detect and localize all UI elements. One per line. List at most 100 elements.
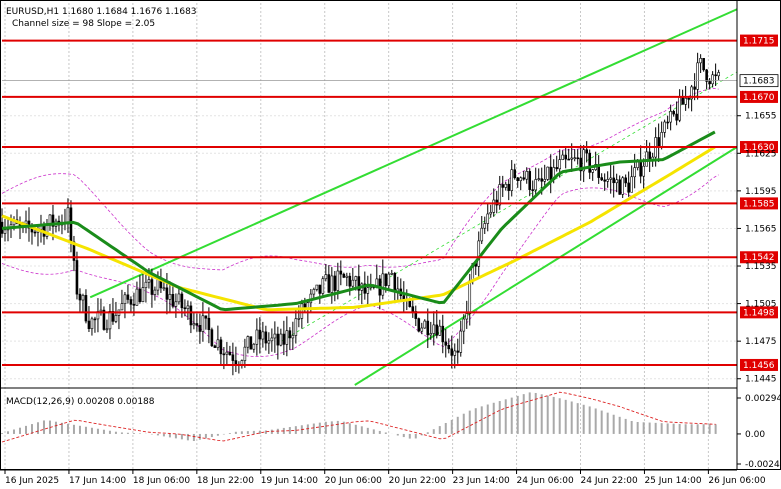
candle-body	[528, 171, 532, 190]
macd-bar	[648, 422, 651, 434]
macd-bar	[642, 422, 645, 434]
macd-bar	[354, 424, 357, 434]
macd-bar	[654, 422, 657, 434]
macd-bar	[318, 422, 321, 434]
macd-bar	[66, 423, 69, 434]
macd-bar	[324, 421, 327, 434]
candle-body	[126, 294, 130, 300]
candle-body	[462, 318, 466, 332]
candle-body	[213, 345, 217, 348]
candle-body	[300, 303, 304, 319]
macd-bar	[30, 424, 33, 434]
macd-bar	[576, 403, 579, 434]
candle-body	[168, 294, 172, 300]
candle-body	[102, 309, 106, 330]
macd-bar	[180, 433, 183, 440]
candle-body	[111, 311, 115, 322]
candle-body	[621, 177, 624, 195]
candle-body	[570, 157, 574, 160]
candle-body	[441, 325, 445, 343]
candle-body	[627, 182, 630, 193]
price-tick-label: 1.1595	[745, 187, 777, 197]
macd-label: MACD(12,26,9) 0.00208 0.00188	[6, 397, 155, 407]
candle-body	[444, 341, 448, 346]
price-tick-label: 1.1475	[745, 337, 777, 347]
macd-bar	[450, 419, 453, 434]
candle-body	[582, 149, 585, 172]
candle-body	[558, 159, 562, 170]
macd-bar	[516, 395, 519, 434]
candle-body	[630, 176, 633, 193]
price-tick-label: 1.1505	[745, 300, 777, 310]
macd-bar	[492, 402, 495, 434]
candle-body	[348, 275, 352, 287]
candle-body	[561, 154, 565, 160]
macd-bar	[666, 423, 669, 434]
macd-bar	[270, 429, 273, 434]
candle-body	[447, 344, 451, 350]
macd-bar	[6, 431, 9, 434]
macd-bar	[258, 430, 261, 434]
candle-body	[540, 178, 544, 182]
level-label: 1.1498	[743, 308, 775, 318]
time-tick-label: 26 Jun 06:00	[708, 476, 765, 486]
candle-body	[504, 183, 508, 188]
macd-bar	[108, 430, 111, 434]
candle-body	[222, 353, 226, 356]
macd-bar	[474, 408, 477, 434]
macd-tick-label: -0.00246	[745, 460, 781, 470]
macd-bar	[216, 433, 219, 436]
candle-body	[366, 287, 370, 294]
channel-mid-line	[281, 71, 738, 342]
candle-body	[606, 179, 609, 182]
macd-bar	[294, 426, 297, 434]
current-price-label: 1.1683	[743, 77, 775, 87]
macd-bar	[240, 431, 243, 434]
macd-bar	[192, 433, 195, 442]
macd-bar	[618, 416, 621, 434]
level-label: 1.1630	[743, 143, 775, 153]
time-tick-label: 24 Jun 22:00	[581, 476, 638, 486]
macd-bar	[582, 404, 585, 434]
candle-body	[588, 152, 591, 173]
candle-body	[66, 207, 70, 224]
level-label: 1.1670	[743, 93, 775, 103]
macd-bar	[60, 422, 63, 434]
candle-body	[318, 284, 322, 294]
candle-body	[516, 177, 520, 182]
moving-averages	[1, 130, 716, 312]
candle-body	[384, 273, 388, 286]
candle-body	[696, 62, 699, 90]
time-tick-label: 24 Jun 06:00	[517, 476, 574, 486]
macd-tick-label: 0.00294	[745, 394, 781, 404]
macd-bar	[678, 423, 681, 434]
macd-bar	[606, 412, 609, 434]
macd-bar	[120, 432, 123, 434]
candle-body	[603, 179, 606, 182]
macd-bar	[204, 433, 207, 439]
macd-bar	[342, 421, 345, 434]
macd-bar	[306, 424, 309, 434]
candle-body	[501, 184, 505, 188]
macd-bar	[186, 433, 189, 441]
macd-bar	[510, 397, 513, 434]
candle-body	[423, 320, 427, 329]
candle-body	[666, 121, 669, 124]
macd-bar	[156, 433, 159, 436]
macd-bar	[348, 423, 351, 434]
candle-body	[75, 260, 79, 295]
time-tick-label: 17 Jun 14:00	[69, 476, 126, 486]
candle-body	[567, 158, 571, 161]
macd-bar	[558, 398, 561, 434]
candle-body	[705, 69, 708, 82]
candle-body	[324, 274, 328, 280]
macd-bar	[1, 433, 3, 434]
candle-body	[135, 288, 139, 306]
time-tick-label: 20 Jun 06:00	[325, 476, 382, 486]
macd-bar	[690, 424, 693, 434]
candle-body	[351, 279, 355, 287]
candle-body	[639, 159, 642, 177]
candle-body	[333, 275, 337, 291]
